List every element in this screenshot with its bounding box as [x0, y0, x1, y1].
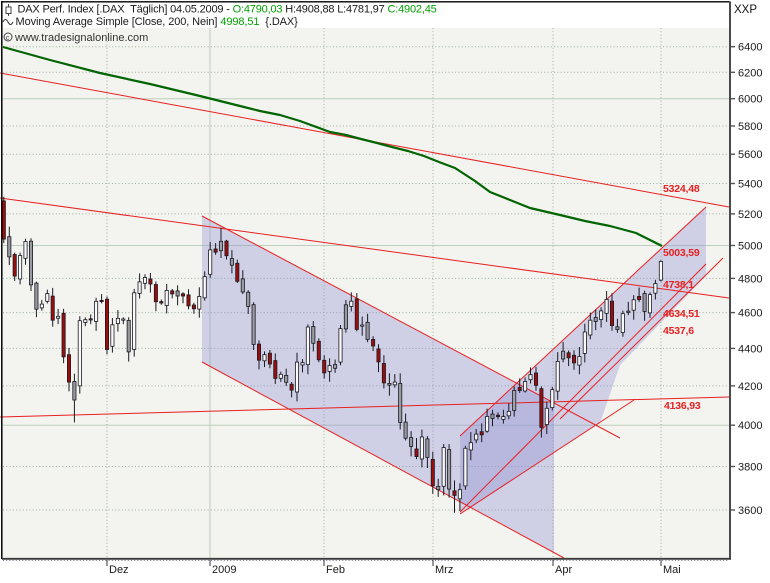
svg-text:c: c: [6, 33, 10, 42]
svg-text:5324,48: 5324,48: [663, 183, 700, 195]
svg-text:Mai: Mai: [663, 564, 681, 576]
svg-text:5400: 5400: [738, 179, 762, 191]
svg-text:DAX Perf. Index [.DAX Täglich: DAX Perf. Index [.DAX Täglich] 04.05.200…: [18, 4, 437, 16]
svg-text:5003,59: 5003,59: [663, 247, 700, 259]
svg-text:5000: 5000: [738, 241, 762, 253]
svg-text:6000: 6000: [738, 94, 762, 106]
svg-text:4537,6: 4537,6: [663, 325, 694, 337]
svg-text:4800: 4800: [738, 273, 762, 285]
svg-text:4634,51: 4634,51: [663, 308, 700, 320]
svg-text:Mrz: Mrz: [435, 564, 453, 576]
svg-text:3800: 3800: [738, 462, 762, 474]
svg-text:www.tradesignalonline.com: www.tradesignalonline.com: [14, 32, 148, 44]
svg-text:4400: 4400: [738, 343, 762, 355]
svg-text:Apr: Apr: [555, 564, 572, 576]
svg-text:Moving Average Simple [Close,: Moving Average Simple [Close, 200, Nein]…: [16, 16, 299, 28]
svg-text:5200: 5200: [738, 209, 762, 221]
svg-text:3600: 3600: [738, 505, 762, 517]
svg-text:4738,1: 4738,1: [663, 279, 694, 291]
svg-text:4136,93: 4136,93: [664, 400, 701, 412]
svg-text:5600: 5600: [738, 149, 762, 161]
svg-text:Feb: Feb: [326, 564, 345, 576]
svg-text:6200: 6200: [738, 67, 762, 79]
svg-text:Dez: Dez: [109, 564, 129, 576]
svg-text:4000: 4000: [738, 420, 762, 432]
svg-text:4600: 4600: [738, 308, 762, 320]
svg-text:XXP: XXP: [734, 4, 757, 16]
svg-text:6400: 6400: [738, 42, 762, 54]
svg-text:5800: 5800: [738, 121, 762, 133]
svg-text:4200: 4200: [738, 381, 762, 393]
svg-text:2009: 2009: [212, 564, 236, 576]
